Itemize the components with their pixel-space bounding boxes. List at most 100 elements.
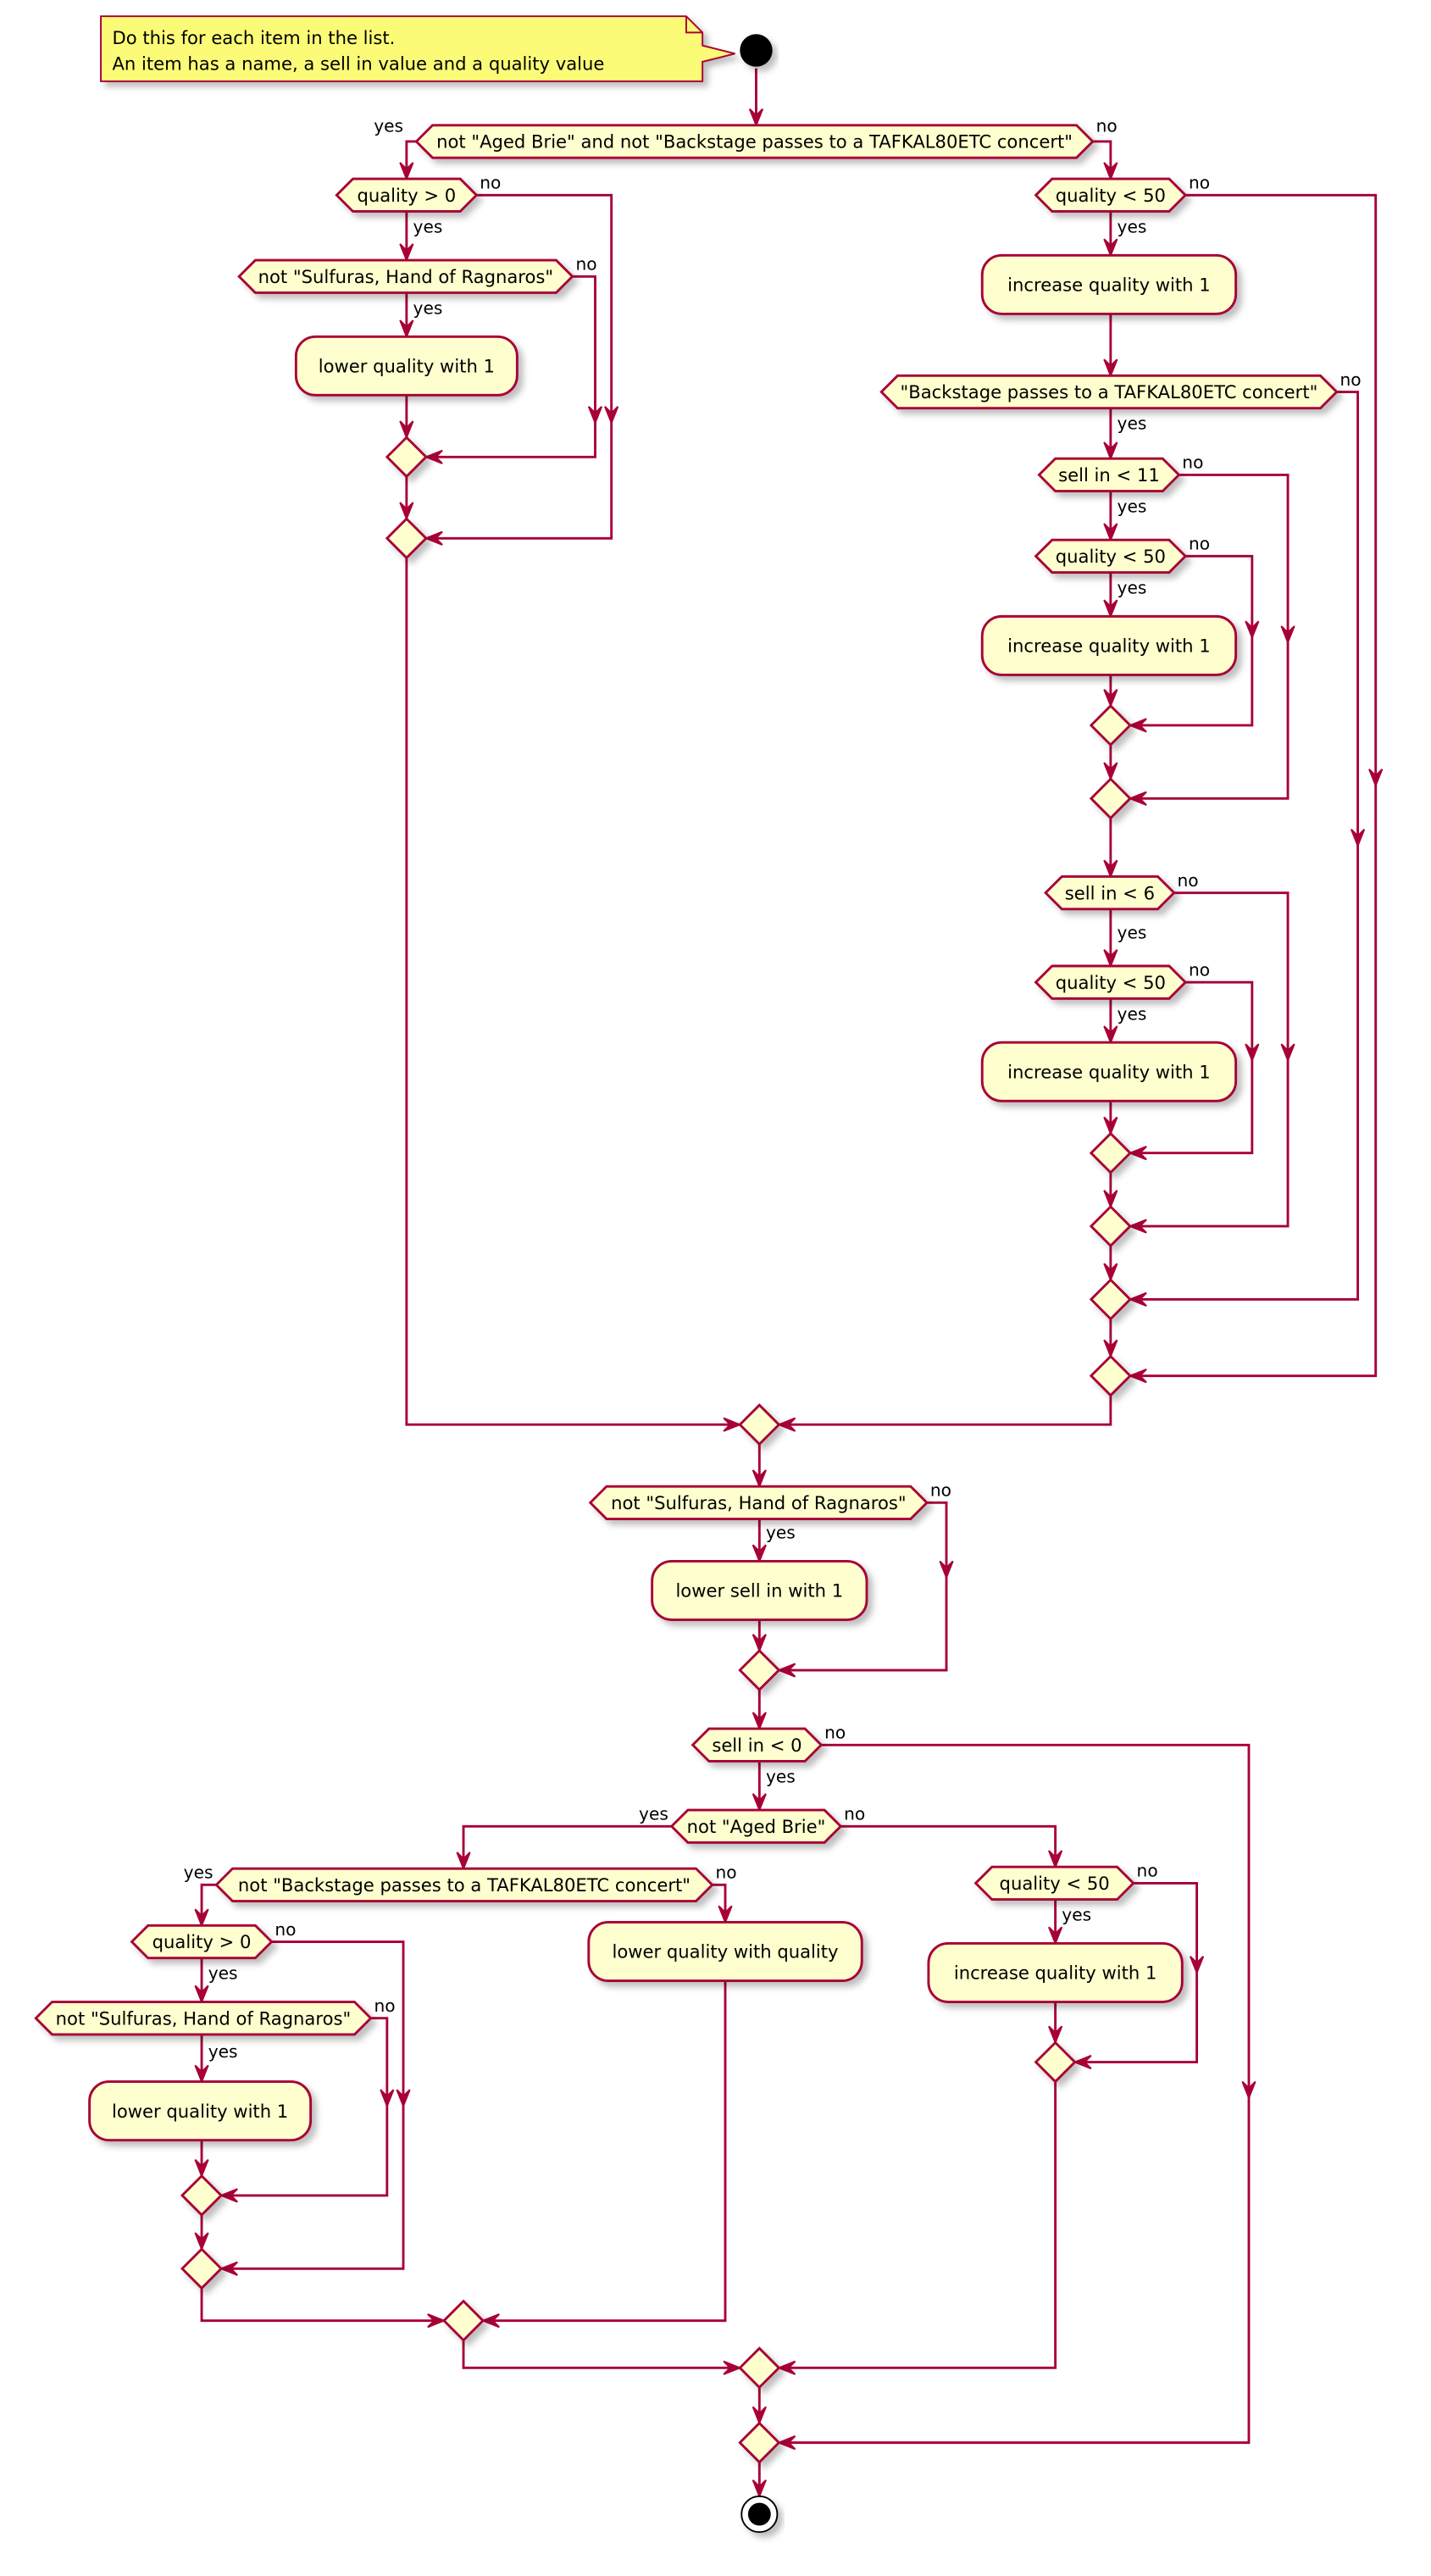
end-node-dot [747, 2502, 771, 2526]
arrowhead [399, 319, 414, 339]
action-box [980, 253, 1238, 315]
decision: not "Aged Brie" and not "Backstage passe… [414, 124, 1095, 159]
flow-edge [1129, 193, 1378, 1378]
decision-shape [237, 258, 574, 294]
flow-edge [462, 1824, 672, 1869]
arrowhead [718, 1905, 733, 1925]
note: Do this for each item in the list. An ite… [100, 15, 735, 82]
yes-branch-label: yes [374, 115, 403, 136]
decision-text: sell in < 6 [1065, 882, 1155, 903]
flow-edge [425, 193, 613, 540]
flow-edge [779, 1395, 1112, 1426]
decision-shape [34, 2001, 373, 2036]
arrowhead [456, 1852, 471, 1871]
action-text: increase quality with 1 [1007, 1061, 1211, 1082]
decision: sell in < 0 [691, 1727, 824, 1763]
arrowhead [1128, 791, 1147, 806]
arrowhead [1103, 441, 1118, 461]
action-box [980, 614, 1238, 676]
yes-branch-label: yes [766, 1766, 796, 1786]
arrowhead [752, 1469, 767, 1489]
arrowhead [427, 2313, 446, 2329]
arrowhead [1280, 1043, 1295, 1063]
decision-text: not "Backstage passes to a TAFKAL80ETC c… [238, 1874, 691, 1896]
flow-edge [779, 2081, 1057, 2369]
action-box [927, 1941, 1184, 2003]
action: increase quality with 1 [980, 614, 1238, 676]
yes-branch-label: yes [1118, 1003, 1147, 1024]
yes-branch-label: yes [208, 2041, 238, 2062]
action: increase quality with 1 [927, 1941, 1184, 2003]
action-box [651, 1559, 868, 1621]
decision: sell in < 6 [1044, 875, 1176, 911]
no-branch-label: no [1189, 960, 1210, 980]
decision: not "Sulfuras, Hand of Ragnaros" [237, 258, 574, 294]
note-text-line: Do this for each item in the list. [112, 27, 395, 48]
arrowhead [194, 1985, 209, 2005]
decision-shape [1034, 538, 1188, 574]
arrowhead [1103, 599, 1118, 619]
no-branch-label: no [275, 1919, 296, 1940]
arrowhead [1103, 238, 1118, 258]
arrowhead [1103, 1263, 1118, 1282]
decision-shape [1037, 457, 1181, 493]
flow-edge [840, 1824, 1057, 1868]
no-branch-label: no [715, 1863, 736, 1883]
flow-edge [1092, 140, 1112, 180]
decision-shape [973, 1865, 1135, 1901]
decision-text: not "Aged Brie" [687, 1816, 826, 1837]
action-text: lower quality with quality [612, 1941, 838, 1963]
arrowhead [939, 1560, 954, 1580]
arrowhead [1245, 620, 1260, 640]
note-fold [685, 16, 703, 34]
arrowhead [776, 2360, 796, 2375]
arrowhead [1190, 1956, 1205, 1975]
arrowhead [776, 2435, 796, 2451]
arrowhead [1103, 859, 1118, 880]
flow-edge [405, 140, 417, 180]
decision: not "Sulfuras, Hand of Ragnaros" [34, 2001, 373, 2036]
action: lower quality with 1 [294, 335, 519, 397]
arrowhead [1241, 2080, 1256, 2101]
action-box [88, 2080, 313, 2142]
arrowhead [219, 2261, 238, 2276]
decision-text: not "Sulfuras, Hand of Ragnaros" [611, 1492, 907, 1513]
arrowhead [480, 2313, 500, 2329]
arrowhead [587, 406, 603, 425]
flow-edge [462, 2340, 740, 2369]
arrowhead [194, 1908, 209, 1928]
merge-diamond [385, 517, 428, 560]
yes-branch-label: yes [639, 1804, 668, 1824]
no-branch-label: no [824, 1723, 846, 1743]
decision: not "Aged Brie" [669, 1808, 843, 1844]
arrowhead [1245, 1043, 1260, 1063]
flow-edge [1129, 554, 1254, 727]
merge-diamond [441, 2299, 485, 2342]
decision: quality < 50 [1034, 177, 1188, 213]
decision: "Backstage passes to a TAFKAL80ETC conce… [879, 374, 1339, 410]
yes-branch-label: yes [1062, 1905, 1091, 1925]
flow-edge [200, 1883, 217, 1926]
action-text: lower sell in with 1 [675, 1580, 843, 1602]
action-text: lower quality with 1 [319, 355, 495, 376]
arrowhead [1128, 1146, 1147, 1161]
decision: quality > 0 [335, 177, 479, 213]
action-box [587, 1921, 863, 1983]
decision-shape [1044, 875, 1176, 911]
arrowhead [776, 1417, 796, 1432]
nodes: Do this for each item in the list. An ite… [34, 15, 1362, 2534]
arrowhead [1103, 949, 1118, 969]
decision: quality < 50 [973, 1865, 1135, 1901]
merge-diamond [180, 2247, 224, 2290]
decision: sell in < 11 [1037, 457, 1181, 493]
decision-text: not "Aged Brie" and not "Backstage passe… [436, 131, 1073, 153]
arrowhead [380, 2089, 395, 2108]
arrowhead [752, 1712, 767, 1731]
decision-shape [130, 1924, 274, 1960]
yes-branch-label: yes [1118, 216, 1147, 236]
decision: not "Backstage passes to a TAFKAL80ETC c… [214, 1867, 714, 1902]
no-branch-label: no [1339, 369, 1361, 390]
arrowhead [752, 2406, 767, 2426]
yes-branch-label: yes [413, 216, 443, 236]
